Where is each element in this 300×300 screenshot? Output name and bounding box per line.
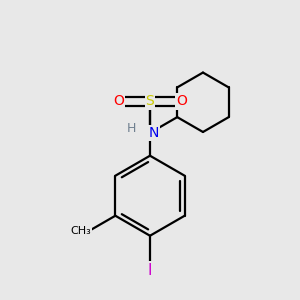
Text: H: H bbox=[127, 122, 136, 135]
Text: O: O bbox=[113, 94, 124, 108]
Text: CH₃: CH₃ bbox=[70, 226, 91, 236]
Text: S: S bbox=[146, 94, 154, 108]
Text: N: N bbox=[149, 126, 159, 140]
Text: I: I bbox=[148, 262, 152, 278]
Text: O: O bbox=[176, 94, 187, 108]
